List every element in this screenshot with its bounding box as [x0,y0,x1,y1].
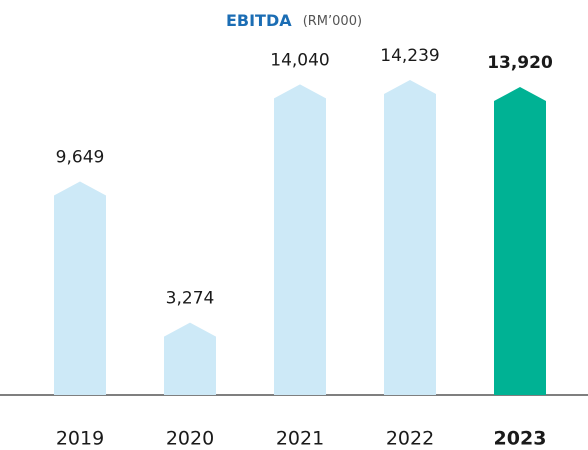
x-tick-label: 2020 [166,428,214,450]
chart-heading: EBITDA (RM’000) [226,11,362,30]
value-label: 9,649 [56,148,105,168]
x-tick-label: 2022 [386,428,434,450]
value-label: 13,920 [487,53,553,73]
value-label: 14,040 [270,50,329,70]
bar [384,80,436,395]
bar [274,84,326,395]
x-tick-label: 2019 [56,428,104,450]
bar [164,322,216,395]
bar [54,181,106,395]
bar [494,87,546,395]
chart-subtitle: (RM’000) [303,14,362,29]
value-label: 3,274 [166,289,215,309]
value-label: 14,239 [380,46,439,66]
x-tick-label: 2023 [494,428,547,450]
chart-title: EBITDA [226,11,292,30]
x-tick-label: 2021 [276,428,324,450]
